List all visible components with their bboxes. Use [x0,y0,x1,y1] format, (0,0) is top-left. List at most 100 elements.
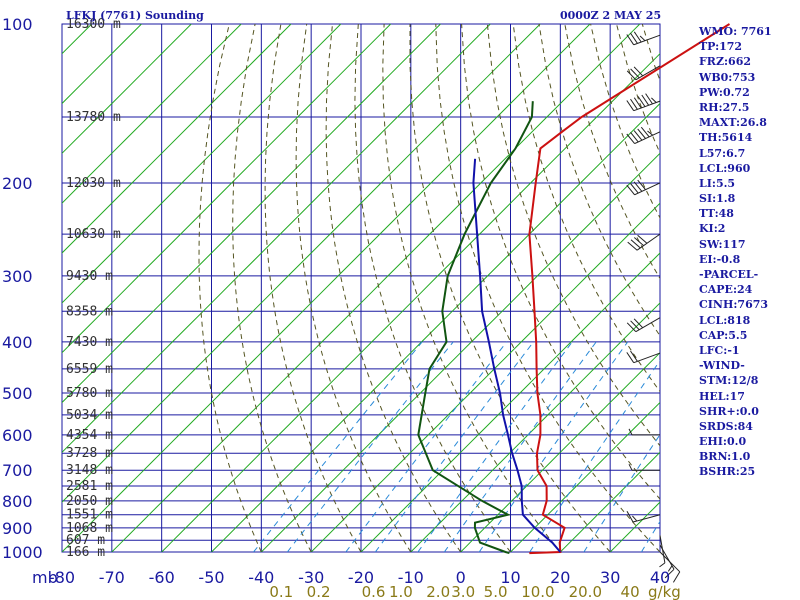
wind-barb-staff [659,535,666,563]
wind-barb-feather [630,131,639,143]
index-row: MAXT:26.8 [699,116,767,130]
wind-barb-feather [626,184,635,196]
index-row: -PARCEL- [699,268,759,281]
temperature-tick-label: 10 [500,568,520,587]
index-row: PW:0.72 [699,85,750,99]
temperature-tick-label: 0 [456,568,466,587]
dry-adiabat-line [295,24,412,552]
mixing-ratio-line [286,341,454,552]
pressure-tick-label: 100 [2,15,33,34]
isotherm-line [62,24,392,354]
pressure-tick-label: 700 [2,461,33,480]
height-label: 3148 m [66,463,113,478]
dry-adiabat-line [198,24,262,552]
wind-barb-feather [633,130,643,141]
wind-barb-staff [634,182,661,196]
wind-barb-feather [664,568,675,579]
height-label: 2581 m [66,479,113,494]
wind-barb [626,65,661,81]
wind-barb-feather [640,126,650,138]
height-label: 1551 m [66,508,113,523]
wind-barb-feather [630,68,640,79]
index-row: CAP:5.5 [699,328,748,342]
height-label: 5034 m [66,408,113,423]
wind-barb-staff [634,131,661,145]
index-row: RH:27.5 [699,100,750,114]
dewpoint-trace [417,101,534,555]
stability-index-panel: WMO: 7761 TP:172 FRZ:662 WB0:753 PW:0.72 RH:2… [699,24,799,480]
height-label: 3728 m [66,446,113,461]
index-row: WB0:753 [699,70,756,84]
index-row: SHR+:0.0 [699,404,759,418]
isotherm-line [62,24,491,454]
wind-barb-feather [626,322,637,333]
dry-adiabat-line [232,24,312,552]
index-row: LFC:-1 [699,343,740,357]
height-label: 7430 m [66,335,113,350]
wind-barb-feather [672,571,681,583]
temperature-tick-label: -70 [99,568,125,587]
mixing-ratio-line [253,341,423,552]
wind-barb-feather [630,239,641,249]
wind-barb-staff [632,514,661,523]
index-row: LI:5.5 [699,176,736,190]
temperature-tick-label: 40 [650,568,670,587]
mixing-ratio-unit-label: g/kg [648,583,681,600]
wind-barb-feather [626,352,635,363]
wind-barb [626,350,661,364]
wind-barb-staff [636,233,661,251]
isotherm-line [609,501,660,552]
index-row: BSHR:25 [699,465,756,479]
mixing-ratio-tick-label: 2.0 [426,583,450,600]
mixing-ratio-line [443,341,597,552]
wind-barb-staff [633,100,661,112]
isotherm-line [559,451,660,552]
height-label: 607 m [66,533,105,548]
index-row: BRN:1.0 [699,450,751,464]
wind-barb [626,93,661,112]
index-row: -WIND- [699,359,745,373]
wind-barb-feather [628,463,633,471]
index-row: TT:48 [699,207,734,221]
wind-barb-feather [667,565,673,572]
pressure-tick-label: 600 [2,426,33,445]
mixing-ratio-line [529,359,660,552]
temperature-tick-label: -20 [348,568,374,587]
wind-barb-feather [637,234,648,244]
wind-barb-feather [633,66,644,77]
index-row: STM:12/8 [699,374,759,388]
mixing-ratio-line [374,341,534,552]
index-row: KI:2 [699,222,726,236]
dry-adiabat-line [264,24,362,552]
index-row: TP:172 [699,40,743,54]
wind-barb [626,317,661,333]
height-label: 2050 m [66,494,113,509]
isotherm-line [260,152,660,552]
mixing-ratio-tick-label: 20.0 [569,583,602,600]
wind-barb-feather [633,31,642,43]
mixing-ratio-line [417,341,573,552]
mixing-ratio-line [478,341,629,552]
index-row: HEL:17 [699,389,745,403]
pressure-tick-label: 1000 [2,543,43,562]
wind-barb-feather [632,515,638,522]
height-label: 12030 m [66,176,121,191]
dry-adiabat-line [325,24,462,552]
wind-barb [628,463,661,471]
height-label: 166 m [66,545,105,560]
wind-barb-feather [627,241,638,251]
temperature-tick-label: -80 [49,568,75,587]
wind-barb-feather [641,94,650,106]
isotherm-line [510,401,660,552]
wind-barb-feather [637,96,646,107]
mixing-ratio-tick-label: 40 [621,583,640,600]
index-row: EHI:0.0 [699,435,747,449]
wind-barb [627,233,661,251]
wind-barbs [626,31,681,583]
mixing-ratio-tick-label: 0.2 [307,583,331,600]
index-row: SI:1.8 [699,192,736,206]
wind-barb-feather [626,510,634,523]
height-label: 5780 m [66,386,113,401]
isotherm-line [161,52,660,552]
